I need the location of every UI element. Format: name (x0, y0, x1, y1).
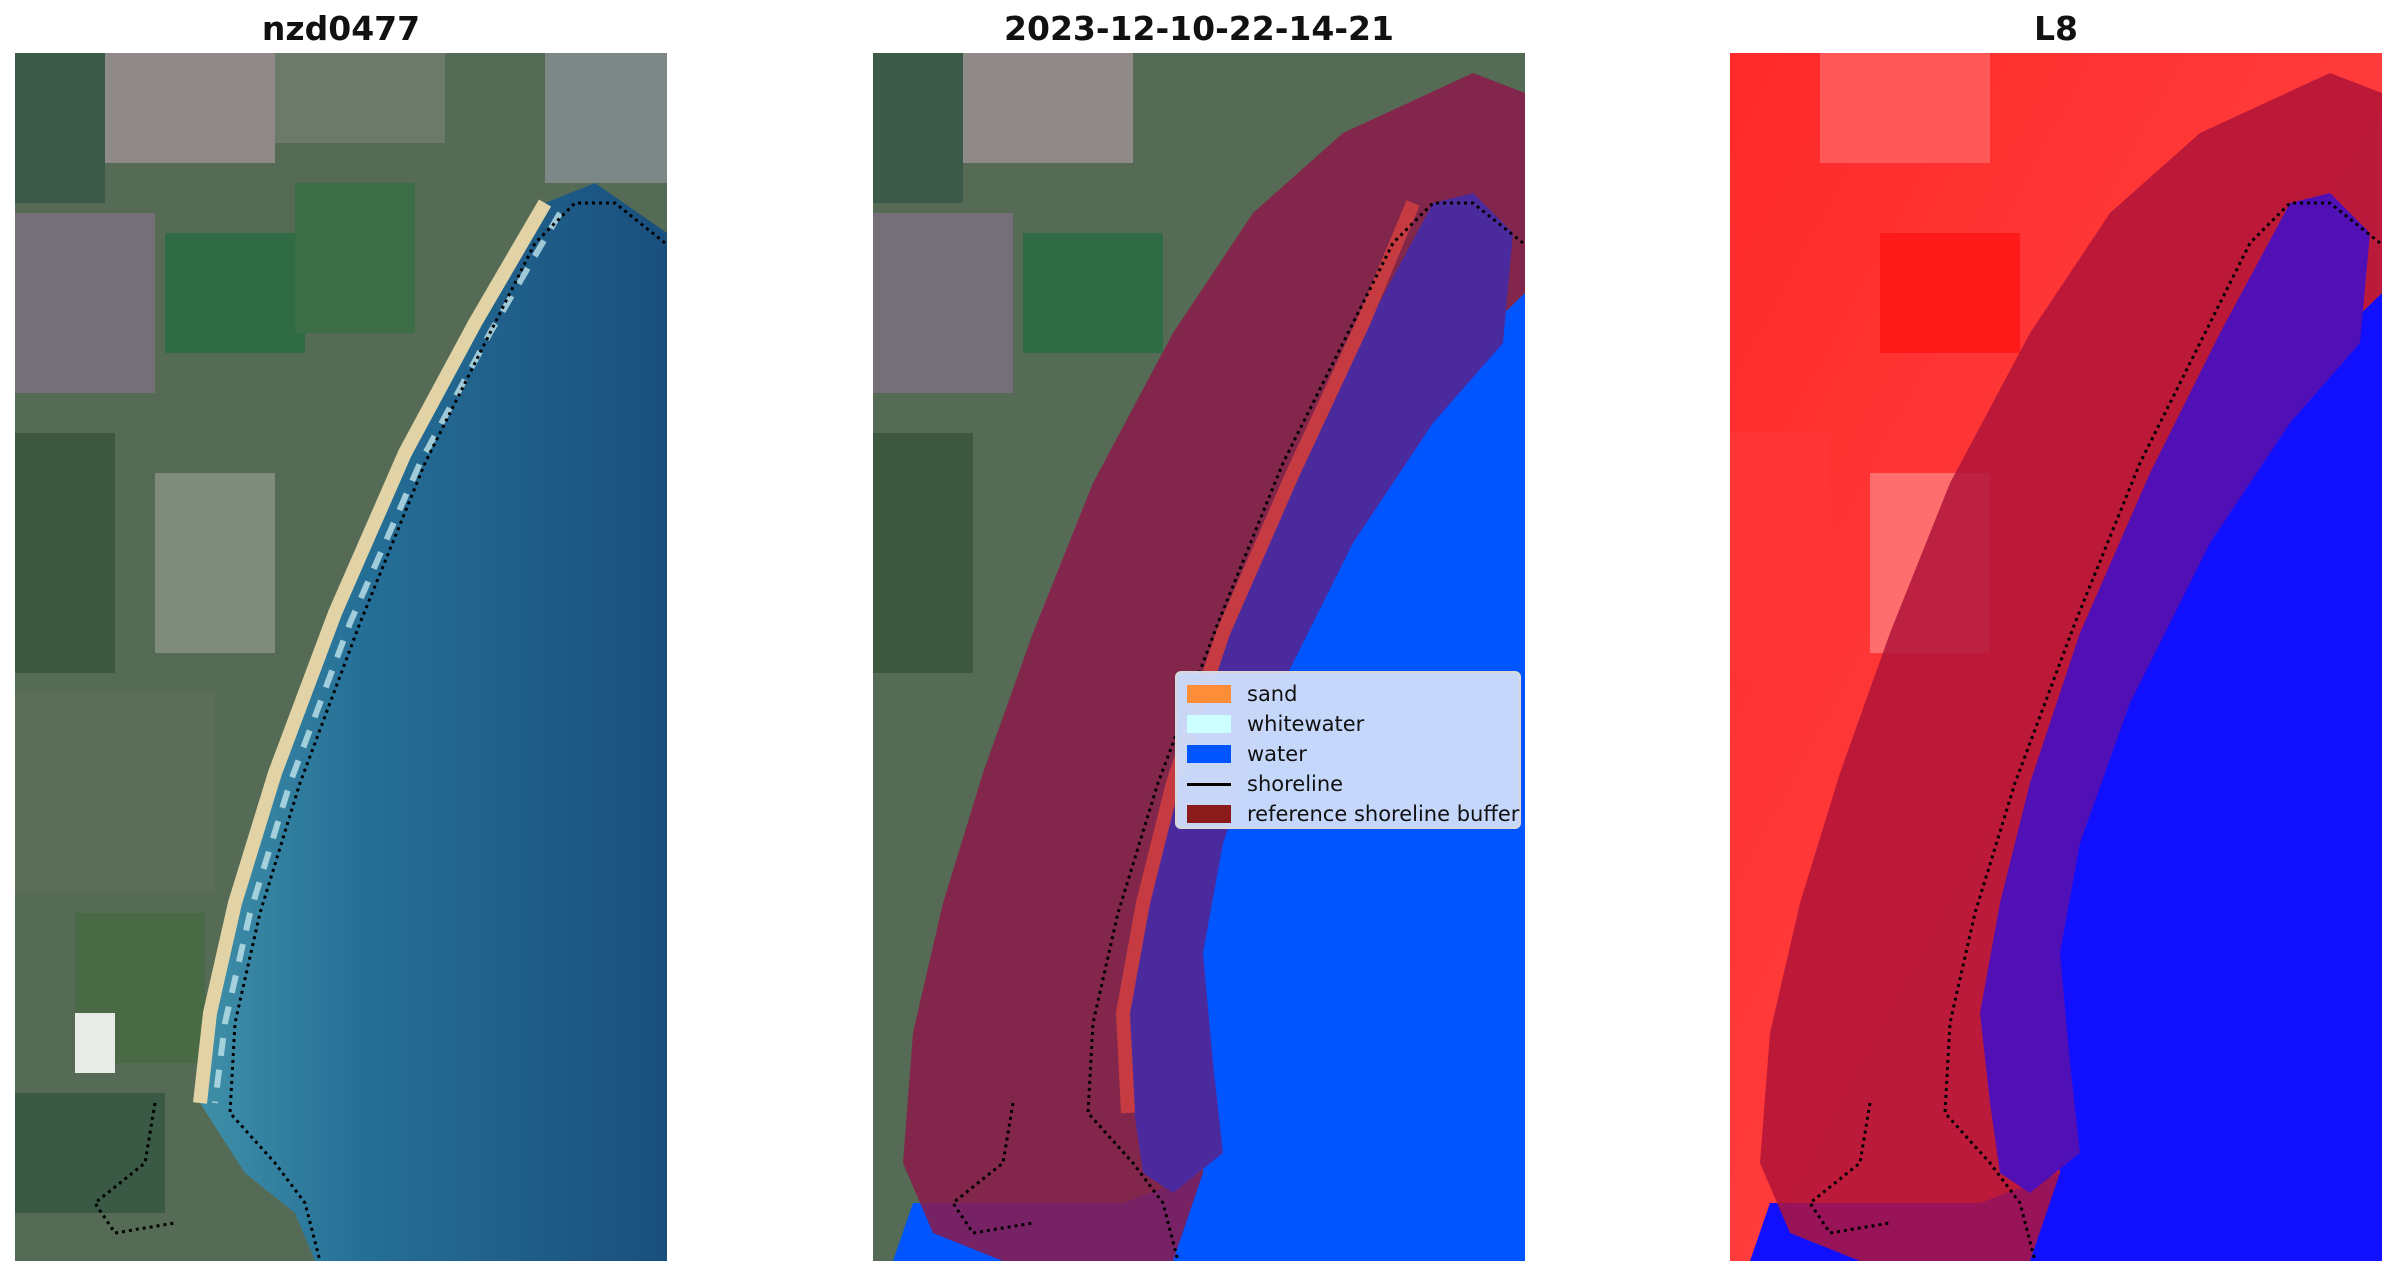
classification-image (873, 53, 1525, 1261)
legend-item-water: water (1187, 739, 1509, 769)
legend-label-sand: sand (1247, 682, 1298, 706)
panel-title-classification: 2023-12-10-22-14-21 (1004, 9, 1394, 48)
legend-swatch-water (1187, 745, 1231, 763)
legend-item-sand: sand (1187, 679, 1509, 709)
legend-item-reference-buffer: reference shoreline buffer (1187, 799, 1519, 829)
index-panel (1730, 53, 2382, 1261)
legend-label-water: water (1247, 742, 1307, 766)
legend-label-shoreline: shoreline (1247, 772, 1344, 796)
legend-item-shoreline: shoreline (1187, 769, 1509, 799)
legend-swatch-whitewater (1187, 715, 1231, 733)
legend-swatch-reference-buffer (1187, 805, 1231, 823)
rgb-image (15, 53, 667, 1261)
legend-swatch-shoreline (1187, 782, 1231, 786)
legend-item-whitewater: whitewater (1187, 709, 1509, 739)
classification-panel (873, 53, 1525, 1261)
panel-title-index: L8 (2034, 9, 2078, 48)
legend-label-reference-buffer: reference shoreline buffer (1247, 802, 1520, 826)
legend-swatch-sand (1187, 685, 1231, 703)
rgb-image-panel (15, 53, 667, 1261)
panel-title-rgb: nzd0477 (261, 9, 421, 48)
index-image (1730, 53, 2382, 1261)
legend: sand whitewater water shoreline referenc… (1175, 671, 1521, 829)
legend-label-whitewater: whitewater (1247, 712, 1365, 736)
